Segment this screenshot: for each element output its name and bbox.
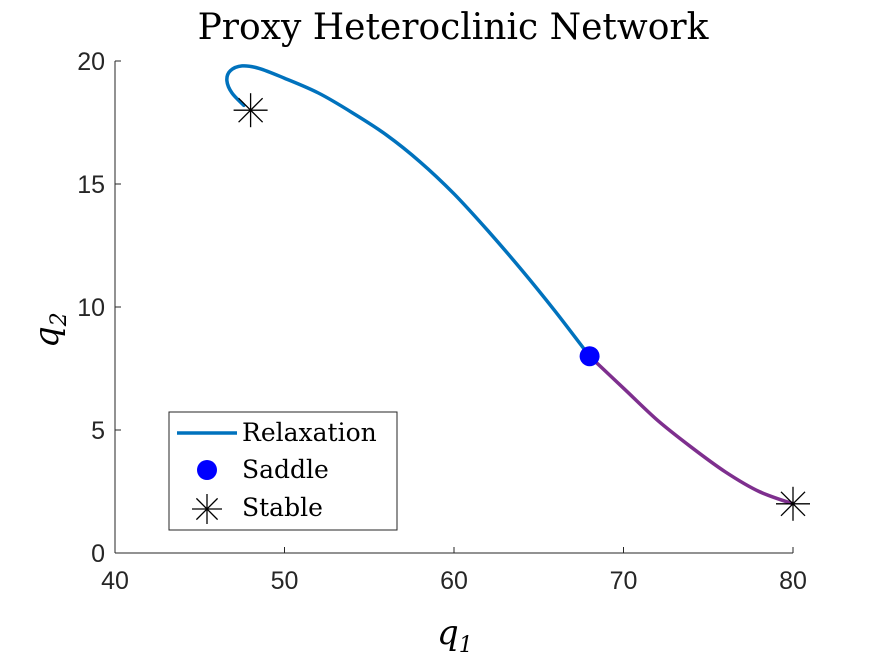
x-tick-label: 80 [779,567,807,595]
x-axis-label: q1 [437,613,473,656]
y-tick-label: 20 [77,48,105,76]
legend-stable-asterisk [192,494,222,524]
y-tick-label: 15 [77,171,105,199]
y-axis-label-group: q2 [27,312,72,348]
chart-title: Proxy Heteroclinic Network [198,7,710,48]
stable-point [233,93,268,128]
legend-stable-marker [192,494,222,524]
legend: Relaxation Saddle Stable [168,411,398,531]
x-tick-label: 50 [271,567,299,595]
y-tick-label: 0 [91,540,105,568]
y-tick-label: 10 [77,294,105,322]
stable-point [776,486,810,521]
legend-relaxation-label: Relaxation [242,418,377,447]
saddle-point [579,346,600,367]
legend-saddle-label: Saddle [242,455,329,484]
y-ticks: 0 5 10 15 20 [77,48,121,568]
x-ticks: 40 50 60 70 80 [101,547,807,595]
legend-stable-label: Stable [242,493,323,522]
series-line-1 [225,64,592,358]
x-tick-label: 70 [610,567,638,595]
series-line-2 [587,354,795,506]
x-tick-label: 40 [101,567,129,595]
legend-saddle-marker [197,460,217,480]
x-tick-label: 60 [440,567,468,595]
y-axis-label: q2 [27,312,72,348]
y-tick-label: 5 [91,417,105,445]
plot-area [225,64,810,521]
